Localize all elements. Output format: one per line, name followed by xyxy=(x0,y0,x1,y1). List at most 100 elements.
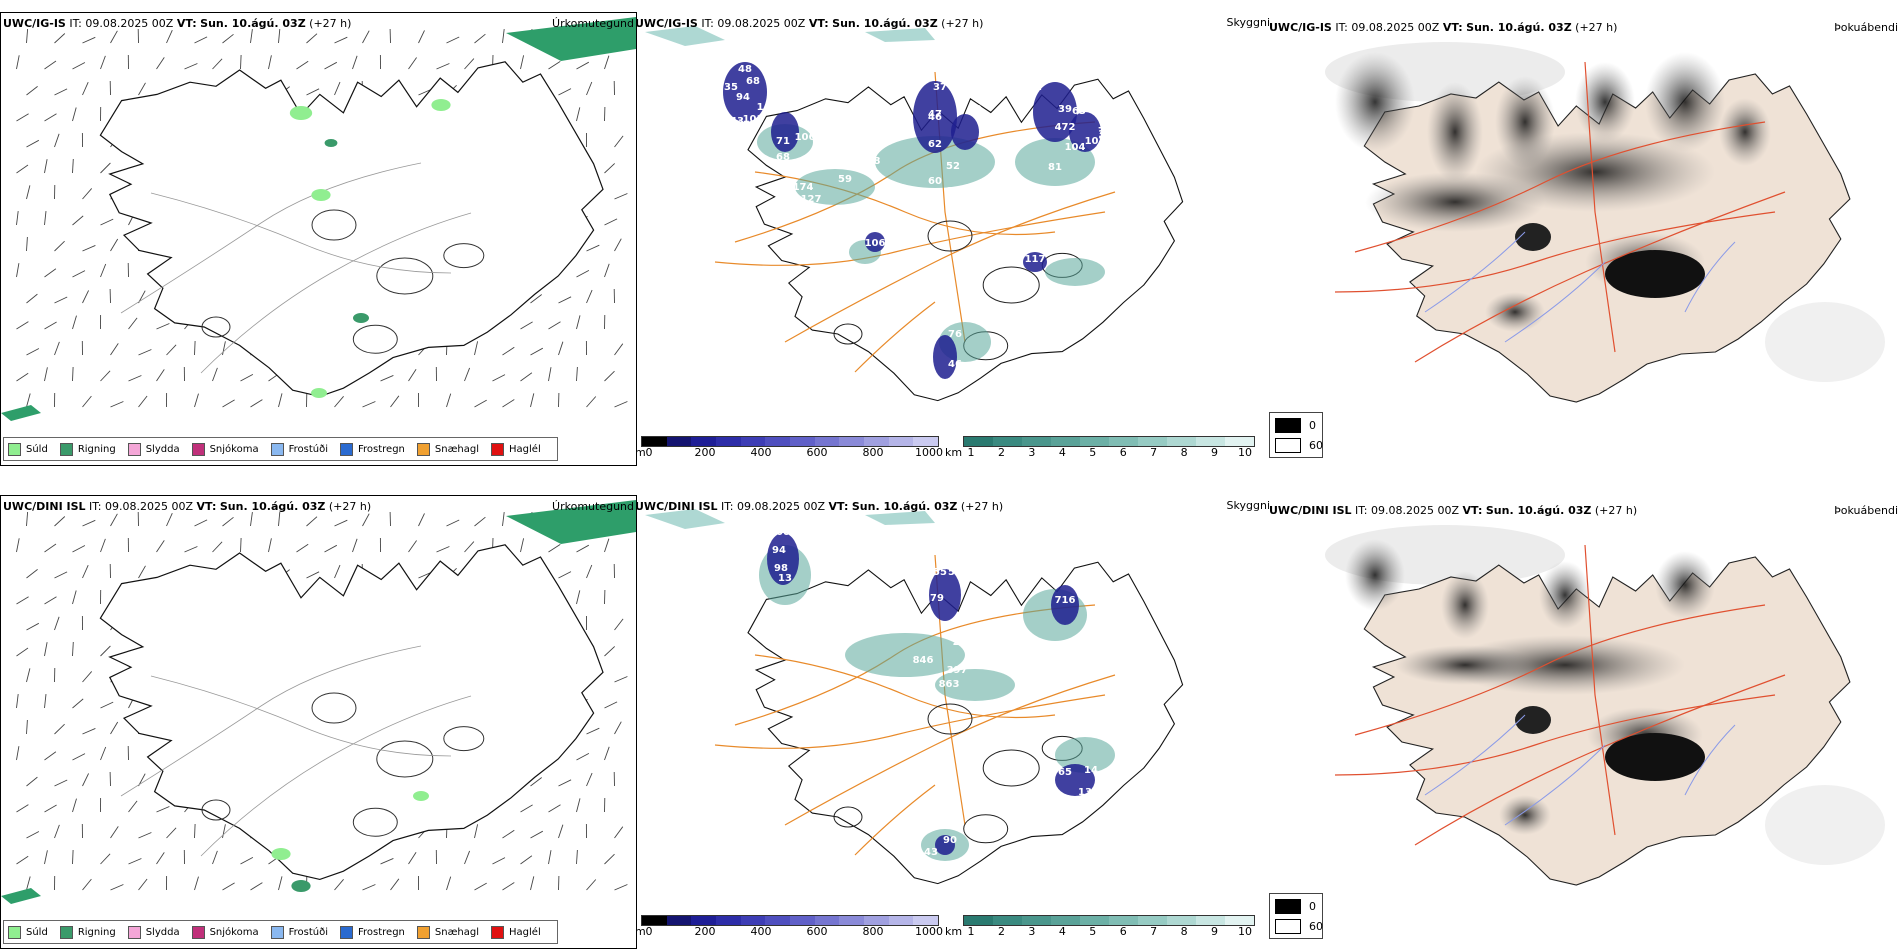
cloudbase-colorbar: m 0 200 400 600 800 1000 xyxy=(635,436,943,464)
wind-barb xyxy=(576,366,578,382)
wind-barb xyxy=(44,367,48,382)
wind-barb xyxy=(16,855,29,865)
wind-barb xyxy=(576,849,578,865)
cloudbase-value-label: 46 xyxy=(948,359,962,370)
row1-header-mid: UWC/IG-IS IT: 09.08.2025 00Z VT: Sun. 10… xyxy=(635,17,983,30)
glacier-fog xyxy=(1605,733,1705,781)
cloudbase-colorbar: m 0 200 400 600 800 1000 xyxy=(635,915,943,945)
row2-header: UWC/DINI ISL IT: 09.08.2025 00Z VT: Sun.… xyxy=(3,500,371,513)
colorbar-segment xyxy=(1196,916,1225,925)
precip-legend-swatch xyxy=(8,442,21,456)
wind-barb xyxy=(548,544,561,553)
wind-barb xyxy=(586,772,593,787)
wind-barb xyxy=(614,193,628,200)
wind-barb xyxy=(44,642,48,657)
precip-legend-item: Haglél xyxy=(491,442,541,456)
colorbar-segment xyxy=(1109,437,1138,446)
road xyxy=(150,675,452,757)
wind-barb xyxy=(110,721,119,735)
precip-title: Úrkomutegund xyxy=(552,17,634,30)
wind-barb xyxy=(530,830,544,839)
cloudbase-area xyxy=(723,62,767,122)
visibility-patch xyxy=(865,511,935,525)
model-name: UWC/DINI ISL xyxy=(1269,504,1352,517)
wind-barb xyxy=(82,244,96,252)
precip-legend-swatch xyxy=(191,925,205,939)
wind-barb xyxy=(604,853,615,865)
wind-barb xyxy=(576,753,590,761)
wind-barb xyxy=(16,211,19,226)
wind-barb xyxy=(54,616,60,631)
cloudbase-value-label: 14 xyxy=(1084,765,1098,776)
wind-barb xyxy=(586,879,597,891)
cloudbase-value-label: 49 xyxy=(968,104,982,115)
wind-barb xyxy=(520,804,533,813)
precip-area xyxy=(324,139,338,147)
wind-barb xyxy=(520,55,525,70)
wind-barb xyxy=(184,546,198,553)
colorbar-unit: km xyxy=(945,446,963,459)
colorbar-tick-label: 10 xyxy=(1238,446,1252,459)
fog-area xyxy=(1575,62,1635,142)
wind-barb xyxy=(446,393,452,408)
wind-barb xyxy=(72,798,77,813)
visibility-area xyxy=(795,169,875,205)
fog-area xyxy=(1655,551,1715,619)
colorbar-tick-label: 9 xyxy=(1211,446,1219,459)
wind-barb xyxy=(334,81,341,96)
row1-header-right: UWC/IG-IS IT: 09.08.2025 00Z VT: Sun. 10… xyxy=(1269,21,1617,34)
wind-barb xyxy=(306,571,320,579)
wind-barb xyxy=(278,29,281,44)
wind-barb xyxy=(558,779,572,787)
wind-barb xyxy=(586,396,597,408)
wind-barb xyxy=(82,878,92,891)
wind-barb xyxy=(548,321,561,330)
wind-barb xyxy=(100,263,107,278)
visibility-colorbar: km 1 2 3 4 5 6 7 8 9 10 xyxy=(945,436,1255,464)
colorbar-segment xyxy=(839,437,865,446)
wind-barb xyxy=(380,857,394,865)
colorbar-segment xyxy=(839,916,865,925)
vt-label: VT: xyxy=(1462,504,1483,517)
wind-barb xyxy=(558,571,572,579)
fog-area xyxy=(1539,561,1591,629)
wind-barb xyxy=(250,882,263,891)
wind-barb xyxy=(166,30,173,44)
fog-legend-value: 60 xyxy=(1309,920,1323,933)
precip-legend-item: Súld xyxy=(8,442,48,456)
wind-barb xyxy=(614,676,628,683)
fog-area xyxy=(1365,172,1545,232)
wind-barb xyxy=(16,647,29,657)
vt-label: VT: xyxy=(828,500,849,513)
wind-barb xyxy=(100,645,111,657)
wind-barb xyxy=(278,876,283,891)
wind-barb xyxy=(558,88,572,96)
wind-barb xyxy=(72,753,86,761)
wind-barb xyxy=(194,340,196,356)
wind-barb xyxy=(530,294,542,304)
wind-barb xyxy=(334,396,344,408)
wind-barb xyxy=(222,341,226,356)
road xyxy=(714,211,1106,266)
wind-barb xyxy=(72,366,74,382)
wind-barb xyxy=(418,30,425,44)
cloudbase-value-label: 57 xyxy=(948,567,962,578)
colorbar-tick-label: 3 xyxy=(1028,446,1036,459)
cloudbase-area xyxy=(935,835,955,855)
wind-barb xyxy=(548,850,552,865)
wind-barb xyxy=(26,831,40,839)
wind-barb xyxy=(268,55,272,70)
cloudbase-value-label: 104 xyxy=(1065,142,1086,153)
wind-barb xyxy=(296,543,309,553)
cloudbase-value-label: 59 xyxy=(838,174,852,185)
lead-time: (+27 h) xyxy=(309,17,352,30)
wind-barb xyxy=(614,238,622,252)
wind-barb xyxy=(110,238,119,252)
precip-legend-item: Snjókoma xyxy=(191,442,259,456)
wind-barb xyxy=(72,62,86,70)
colorbar-segment xyxy=(765,916,791,925)
precip-legend-item: Frostregn xyxy=(340,925,405,939)
wind-barb xyxy=(26,236,28,252)
precip-legend-swatch xyxy=(59,442,73,456)
it-label: IT: xyxy=(1355,504,1368,517)
